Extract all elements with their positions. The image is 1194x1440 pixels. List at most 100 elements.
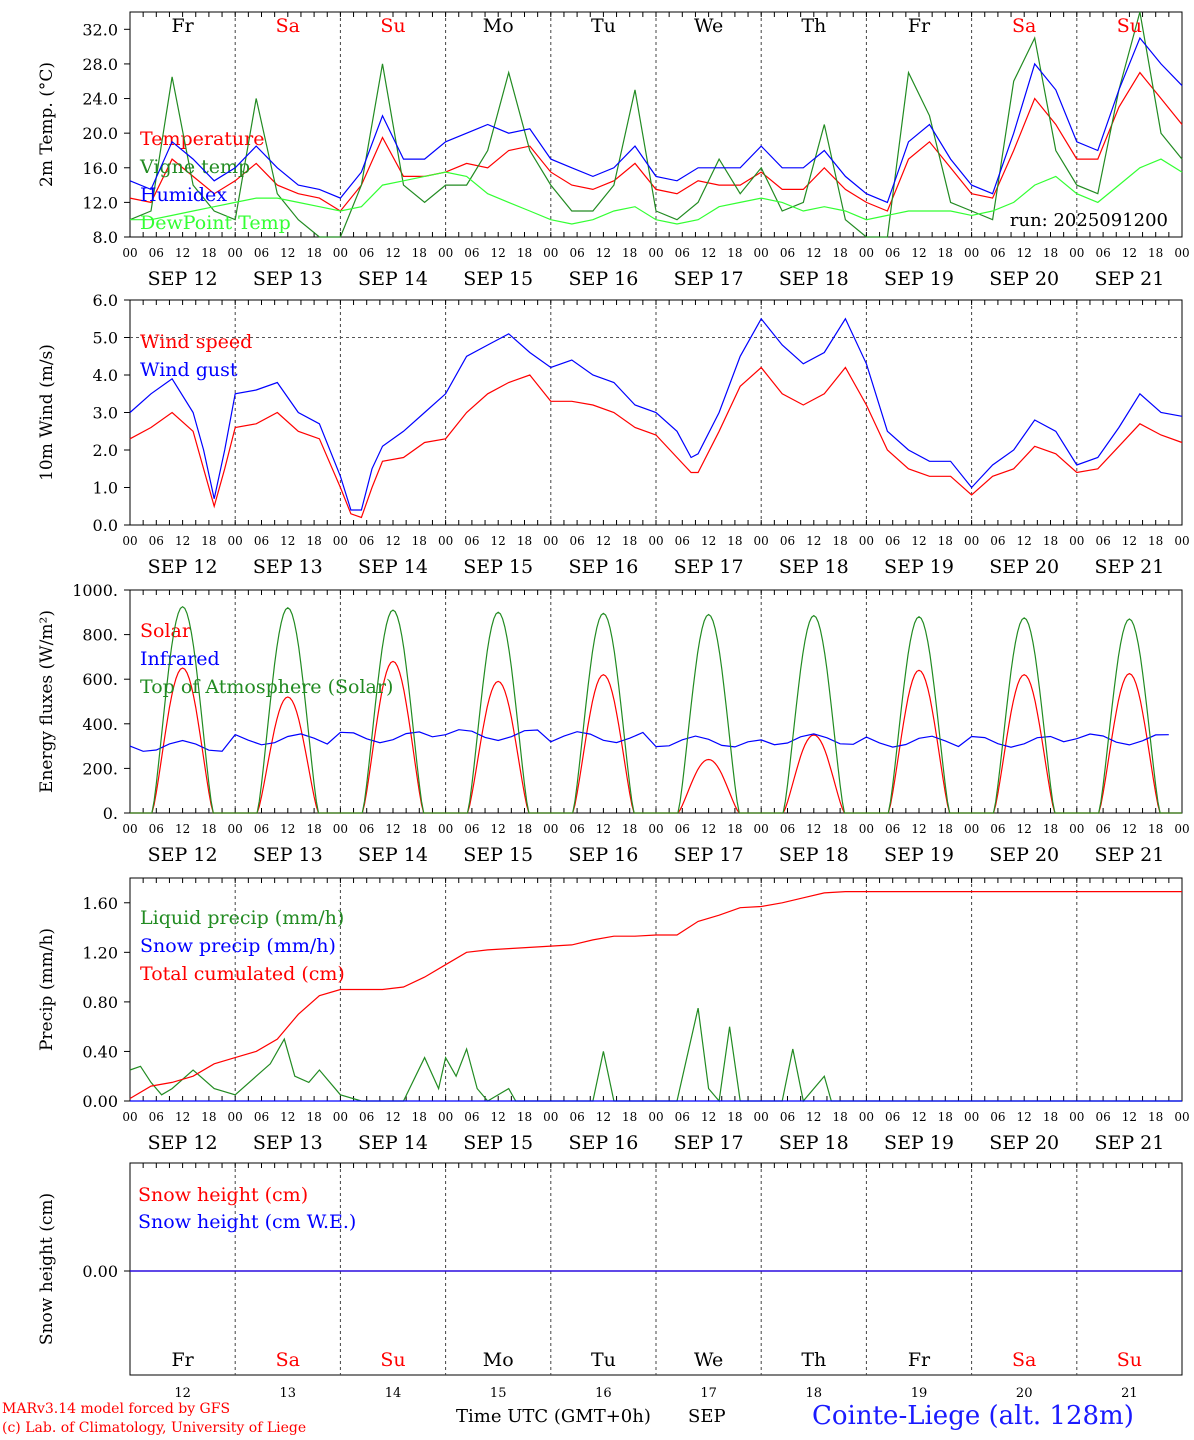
date-label: SEP 13 — [253, 844, 323, 866]
hour-tick-label: 12 — [280, 1110, 295, 1124]
hour-tick-label: 18 — [832, 1110, 847, 1124]
date-label: SEP 13 — [253, 1132, 323, 1154]
date-label: SEP 21 — [1094, 1132, 1164, 1154]
legend-entry: Wind gust — [140, 359, 238, 381]
hour-tick-label: 18 — [412, 1110, 427, 1124]
series-line — [130, 158, 1183, 225]
hour-tick-label: 12 — [1017, 1110, 1032, 1124]
hour-tick-label: 18 — [201, 534, 216, 548]
hour-tick-label: 18 — [1043, 822, 1058, 836]
hour-tick-label: 06 — [149, 534, 164, 548]
panel-5: 0.00 Snow height (cm) Snow height (cm) Snow… — [37, 1162, 1183, 1376]
hour-tick-label: 06 — [359, 246, 374, 260]
hour-tick-label: 06 — [254, 1110, 269, 1124]
hour-tick-label: 12 — [806, 246, 821, 260]
hour-tick-label: 12 — [175, 1110, 190, 1124]
day-number-label: 21 — [1121, 1386, 1138, 1400]
hour-tick-label: 12 — [385, 246, 400, 260]
date-label: SEP 14 — [358, 1132, 428, 1154]
hour-tick-label: 12 — [1122, 534, 1137, 548]
month-label: SEP — [688, 1406, 726, 1427]
hour-tick-label: 06 — [359, 822, 374, 836]
hour-tick-label: 00 — [122, 246, 137, 260]
date-label: SEP 15 — [463, 1132, 533, 1154]
weekday-label: Th — [801, 15, 826, 37]
hour-tick-label: 00 — [648, 534, 663, 548]
hour-tick-label: 12 — [280, 534, 295, 548]
hour-tick-label: 18 — [1043, 534, 1058, 548]
date-label: SEP 18 — [779, 1132, 849, 1154]
hour-tick-label: 00 — [438, 1110, 453, 1124]
date-label: SEP 14 — [358, 556, 428, 578]
weekday-label: Su — [1117, 1349, 1142, 1371]
hour-tick-label: 12 — [1122, 1110, 1137, 1124]
hour-tick-label: 12 — [701, 822, 716, 836]
hour-tick-label: 06 — [149, 822, 164, 836]
hour-tick-label: 18 — [517, 246, 532, 260]
hour-tick-label: 12 — [806, 534, 821, 548]
date-label: SEP 16 — [568, 1132, 638, 1154]
hour-tick-label: 18 — [832, 246, 847, 260]
panel-frame — [129, 589, 1183, 814]
hour-tick-label: 18 — [201, 822, 216, 836]
y-tick-label: 20.0 — [82, 124, 118, 143]
weekday-label: Sa — [276, 1349, 300, 1371]
date-label: SEP 16 — [568, 844, 638, 866]
hour-tick-label: 00 — [964, 1110, 979, 1124]
hour-tick-label: 18 — [306, 534, 321, 548]
weekday-label: Mo — [483, 15, 514, 37]
hour-tick-label: 12 — [806, 822, 821, 836]
hour-tick-label: 00 — [122, 822, 137, 836]
legend-entry: Snow height (cm W.E.) — [138, 1211, 356, 1233]
hour-tick-label: 18 — [832, 822, 847, 836]
date-label: SEP 17 — [674, 1132, 744, 1154]
hour-tick-label: 06 — [359, 534, 374, 548]
hour-tick-label: 12 — [806, 1110, 821, 1124]
hour-tick-label: 06 — [780, 534, 795, 548]
hour-tick-label: 00 — [648, 822, 663, 836]
y-tick-label: 6.0 — [93, 291, 118, 310]
y-axis-label: Snow height (cm) — [37, 1193, 57, 1345]
date-label: SEP 13 — [253, 268, 323, 290]
date-label: SEP 19 — [884, 844, 954, 866]
hour-tick-label: 00 — [228, 822, 243, 836]
date-label: SEP 18 — [779, 556, 849, 578]
y-tick-label: 0.40 — [82, 1042, 118, 1061]
date-label: SEP 18 — [779, 268, 849, 290]
hour-tick-label: 00 — [122, 1110, 137, 1124]
weekday-label: Fr — [908, 15, 931, 37]
y-tick-label: 28.0 — [82, 55, 118, 74]
hour-tick-label: 00 — [228, 534, 243, 548]
y-tick-label: 24.0 — [82, 90, 118, 109]
hour-tick-label: 12 — [175, 534, 190, 548]
day-number-label: 20 — [1016, 1386, 1033, 1400]
date-label: SEP 15 — [463, 556, 533, 578]
date-label: SEP 16 — [568, 556, 638, 578]
date-label: SEP 17 — [674, 556, 744, 578]
hour-tick-label: 12 — [701, 246, 716, 260]
hour-tick-label: 12 — [596, 822, 611, 836]
date-label: SEP 20 — [989, 844, 1059, 866]
hour-tick-label: 12 — [280, 822, 295, 836]
hour-tick-label: 06 — [780, 822, 795, 836]
hour-tick-label: 06 — [990, 534, 1005, 548]
hour-tick-label: 06 — [254, 534, 269, 548]
hour-tick-label: 06 — [464, 534, 479, 548]
series-line — [129, 11, 1183, 238]
hour-tick-label: 06 — [149, 1110, 164, 1124]
hour-tick-label: 00 — [1069, 534, 1084, 548]
y-tick-label: 0. — [103, 804, 118, 823]
hour-tick-label: 18 — [622, 822, 637, 836]
hour-tick-label: 06 — [569, 822, 584, 836]
weekday-label: Tu — [591, 1349, 616, 1371]
y-axis-label: Energy fluxes (W/m²) — [37, 610, 57, 793]
legend-entry: Liquid precip (mm/h) — [140, 907, 344, 929]
hour-tick-label: 00 — [859, 246, 874, 260]
time-axis-label: Time UTC (GMT+0h) — [456, 1406, 651, 1427]
date-label: SEP 14 — [358, 844, 428, 866]
weekday-label: We — [694, 15, 723, 37]
series-line — [129, 366, 1183, 519]
panel-4: 00 06 12 18 SEP 12 00 06 12 18 SEP 13 00 06 12 18 SEP … — [37, 877, 1190, 1154]
date-label: SEP 19 — [884, 268, 954, 290]
legend-entry: Snow precip (mm/h) — [140, 935, 336, 957]
